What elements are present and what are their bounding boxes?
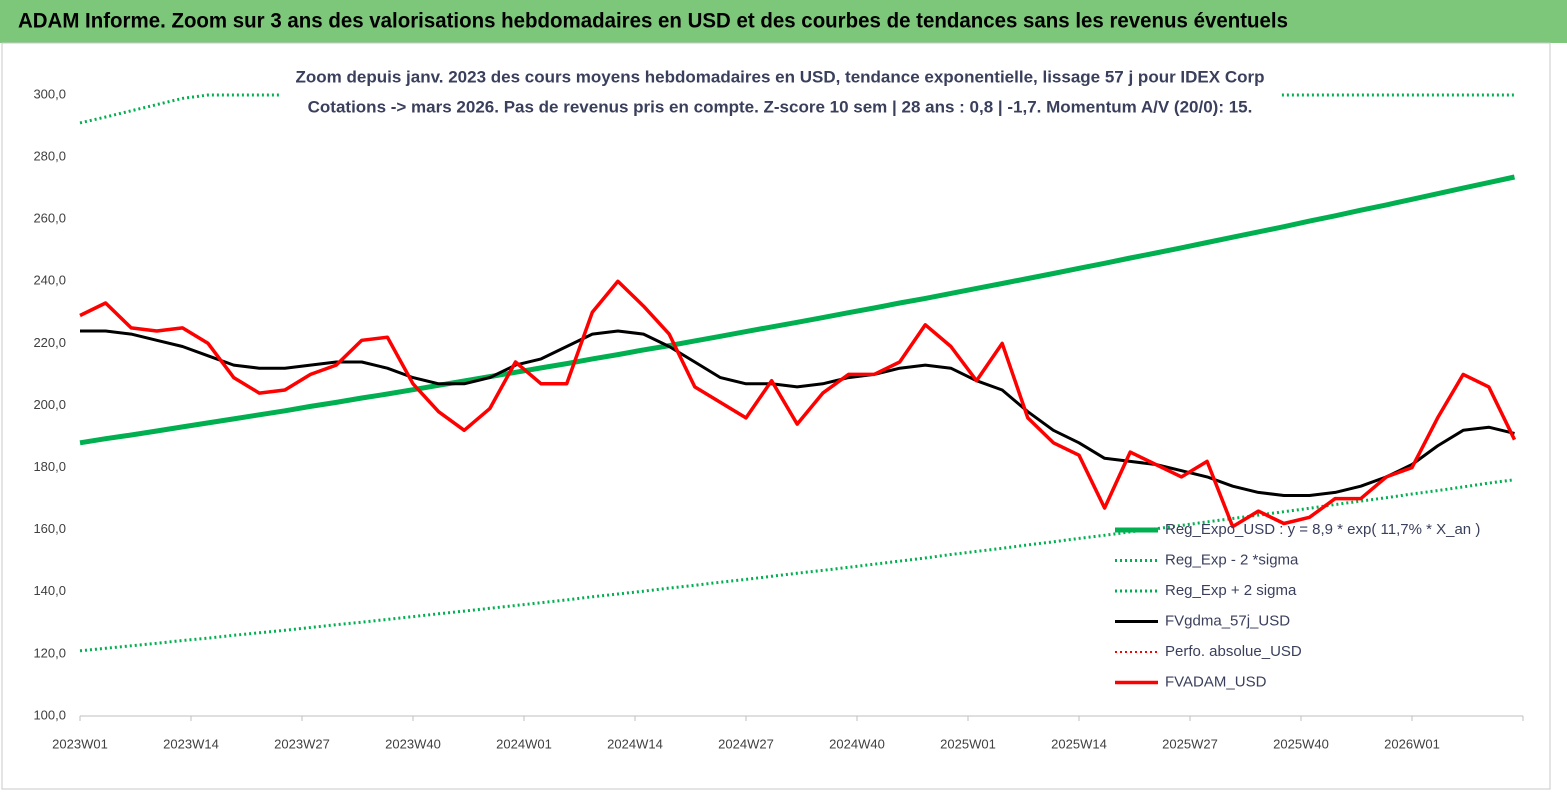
legend-label: Reg_Exp - 2 *sigma [1165, 551, 1299, 568]
x-tick-label: 2025W14 [1051, 736, 1107, 751]
chart-frame [1, 42, 1551, 790]
y-tick-label: 140,0 [33, 583, 66, 598]
subtitle-box [280, 64, 1280, 122]
x-tick-label: 2023W14 [163, 736, 219, 751]
series-line [79, 279, 1517, 529]
y-tick-label: 160,0 [33, 521, 66, 536]
legend-label: Reg_Exp + 2 sigma [1165, 582, 1297, 599]
y-tick-label: 120,0 [33, 645, 66, 660]
x-tick-label: 2026W01 [1384, 736, 1440, 751]
y-tick-label: 220,0 [33, 335, 66, 350]
y-tick-label: 300,0 [33, 86, 66, 101]
x-tick-label: 2025W27 [1162, 736, 1218, 751]
series-line [79, 478, 1515, 653]
x-tick-label: 2024W01 [496, 736, 552, 751]
y-tick-label: 200,0 [33, 397, 66, 412]
x-tick-label: 2025W40 [1273, 736, 1329, 751]
legend-label: Perfo. absolue_USD [1165, 643, 1302, 660]
legend: Reg_Expo_USD : y = 8,9 * exp( 11,7% * X_… [1115, 521, 1480, 690]
y-tick-label: 280,0 [33, 149, 66, 164]
y-tick-label: 180,0 [33, 459, 66, 474]
legend-label: Reg_Expo_USD : y = 8,9 * exp( 11,7% * X_… [1165, 521, 1480, 538]
x-tick-label: 2024W14 [607, 736, 663, 751]
series-line [79, 174, 1516, 446]
y-tick-label: 100,0 [33, 707, 66, 722]
legend-label: FVgdma_57j_USD [1165, 612, 1290, 629]
y-tick-label: 260,0 [33, 211, 66, 226]
series-line [80, 329, 1515, 497]
subtitle: Cotations -> mars 2026. Pas de revenus p… [308, 97, 1253, 116]
legend-label: FVADAM_USD [1165, 673, 1267, 690]
x-tick-label: 2023W01 [52, 736, 108, 751]
title-bar [0, 0, 1567, 43]
x-tick-label: 2025W01 [940, 736, 996, 751]
x-tick-label: 2024W40 [829, 736, 885, 751]
x-tick-label: 2024W27 [718, 736, 774, 751]
page-title: ADAM Informe. Zoom sur 3 ans des valoris… [18, 10, 1288, 33]
x-tick-label: 2023W27 [274, 736, 330, 751]
y-tick-label: 240,0 [33, 273, 66, 288]
x-tick-label: 2023W40 [385, 736, 441, 751]
subtitle: Zoom depuis janv. 2023 des cours moyens … [296, 67, 1265, 86]
